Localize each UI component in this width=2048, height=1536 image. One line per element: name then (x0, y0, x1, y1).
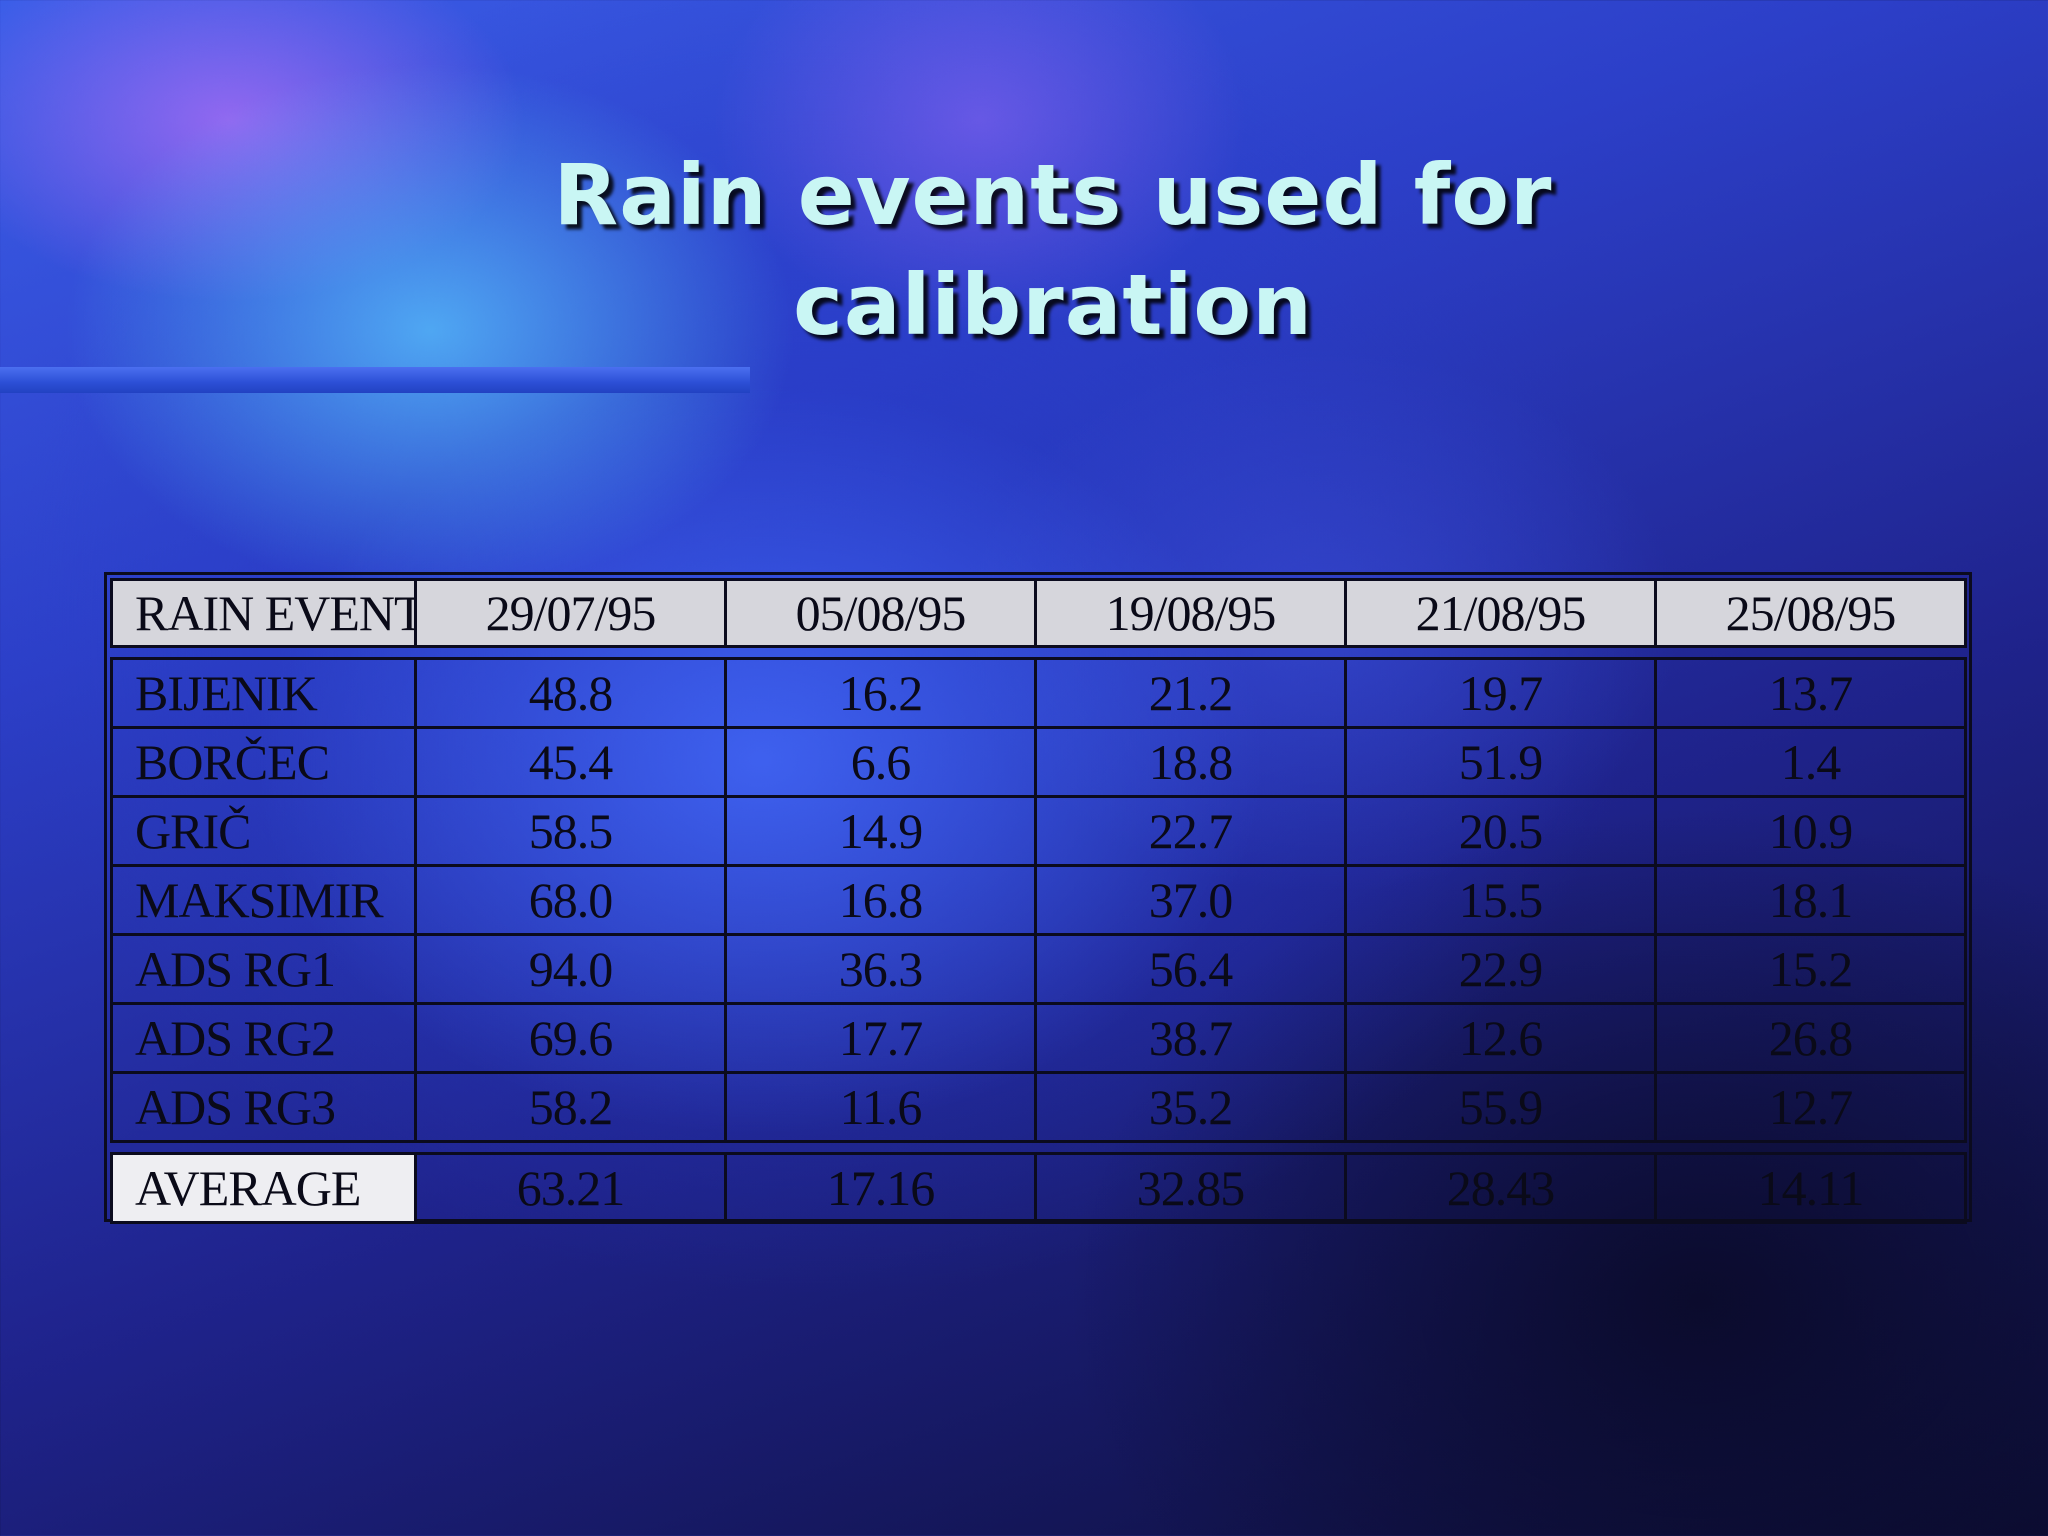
average-value-cell: 28.43 (1347, 1152, 1657, 1224)
station-name-cell: ADS RG2 (110, 1005, 417, 1074)
rainfall-value-cell: 55.9 (1347, 1074, 1657, 1143)
rainfall-value-cell: 12.7 (1657, 1074, 1967, 1143)
table-row: ADS RG1 94.0 36.3 56.4 22.9 15.2 (110, 936, 1967, 1005)
rain-events-table: RAIN EVENT 29/07/95 05/08/95 19/08/95 21… (110, 578, 1967, 1224)
rainfall-value-cell: 35.2 (1037, 1074, 1347, 1143)
rainfall-value-cell: 12.6 (1347, 1005, 1657, 1074)
station-name-cell: MAKSIMIR (110, 867, 417, 936)
rainfall-value-cell: 21.2 (1037, 657, 1347, 729)
rainfall-value-cell: 58.5 (417, 798, 727, 867)
average-value-cell: 17.16 (727, 1152, 1037, 1224)
rainfall-value-cell: 19.7 (1347, 657, 1657, 729)
rainfall-value-cell: 18.1 (1657, 867, 1967, 936)
rainfall-value-cell: 10.9 (1657, 798, 1967, 867)
rainfall-value-cell: 20.5 (1347, 798, 1657, 867)
rainfall-value-cell: 26.8 (1657, 1005, 1967, 1074)
rainfall-value-cell: 22.7 (1037, 798, 1347, 867)
rainfall-value-cell: 48.8 (417, 657, 727, 729)
table-row: ADS RG2 69.6 17.7 38.7 12.6 26.8 (110, 1005, 1967, 1074)
rainfall-value-cell: 16.8 (727, 867, 1037, 936)
rainfall-value-cell: 68.0 (417, 867, 727, 936)
rainfall-value-cell: 56.4 (1037, 936, 1347, 1005)
rainfall-value-cell: 69.6 (417, 1005, 727, 1074)
table-row: MAKSIMIR 68.0 16.8 37.0 15.5 18.1 (110, 867, 1967, 936)
rainfall-value-cell: 11.6 (727, 1074, 1037, 1143)
station-name-cell: ADS RG1 (110, 936, 417, 1005)
rainfall-value-cell: 45.4 (417, 729, 727, 798)
header-date-cell: 29/07/95 (417, 578, 727, 648)
header-date-cell: 05/08/95 (727, 578, 1037, 648)
rainfall-value-cell: 16.2 (727, 657, 1037, 729)
rainfall-value-cell: 6.6 (727, 729, 1037, 798)
table-header-row: RAIN EVENT 29/07/95 05/08/95 19/08/95 21… (110, 578, 1967, 648)
station-name-cell: BIJENIK (110, 657, 417, 729)
rainfall-value-cell: 1.4 (1657, 729, 1967, 798)
header-corner-cell: RAIN EVENT (110, 578, 417, 648)
rainfall-value-cell: 22.9 (1347, 936, 1657, 1005)
rainfall-value-cell: 37.0 (1037, 867, 1347, 936)
table-spacer-row (110, 648, 1967, 657)
average-label-cell: AVERAGE (110, 1152, 417, 1224)
station-name-cell: BORČEC (110, 729, 417, 798)
rainfall-value-cell: 38.7 (1037, 1005, 1347, 1074)
header-date-cell: 21/08/95 (1347, 578, 1657, 648)
rainfall-value-cell: 17.7 (727, 1005, 1037, 1074)
title-accent-bar (0, 367, 750, 393)
average-value-cell: 32.85 (1037, 1152, 1347, 1224)
slide-title-line-2: calibration (793, 256, 1313, 354)
table-outer-frame (104, 572, 1972, 1222)
rainfall-value-cell: 14.9 (727, 798, 1037, 867)
table-spacer-row (110, 1143, 1967, 1152)
station-name-cell: ADS RG3 (110, 1074, 417, 1143)
rainfall-value-cell: 36.3 (727, 936, 1037, 1005)
header-date-cell: 25/08/95 (1657, 578, 1967, 648)
average-row: AVERAGE 63.21 17.16 32.85 28.43 14.11 (110, 1152, 1967, 1224)
rainfall-value-cell: 15.5 (1347, 867, 1657, 936)
table-row: BIJENIK 48.8 16.2 21.2 19.7 13.7 (110, 657, 1967, 729)
rainfall-value-cell: 15.2 (1657, 936, 1967, 1005)
rainfall-value-cell: 51.9 (1347, 729, 1657, 798)
table-row: BORČEC 45.4 6.6 18.8 51.9 1.4 (110, 729, 1967, 798)
rainfall-value-cell: 94.0 (417, 936, 727, 1005)
header-date-cell: 19/08/95 (1037, 578, 1347, 648)
table-row: GRIČ 58.5 14.9 22.7 20.5 10.9 (110, 798, 1967, 867)
table-row: ADS RG3 58.2 11.6 35.2 55.9 12.7 (110, 1074, 1967, 1143)
rainfall-value-cell: 13.7 (1657, 657, 1967, 729)
average-value-cell: 14.11 (1657, 1152, 1967, 1224)
rainfall-value-cell: 58.2 (417, 1074, 727, 1143)
rainfall-value-cell: 18.8 (1037, 729, 1347, 798)
average-value-cell: 63.21 (417, 1152, 727, 1224)
slide-title-line-1: Rain events used for (553, 146, 1553, 244)
slide-title: Rain events used for calibration (0, 140, 2048, 360)
station-name-cell: GRIČ (110, 798, 417, 867)
